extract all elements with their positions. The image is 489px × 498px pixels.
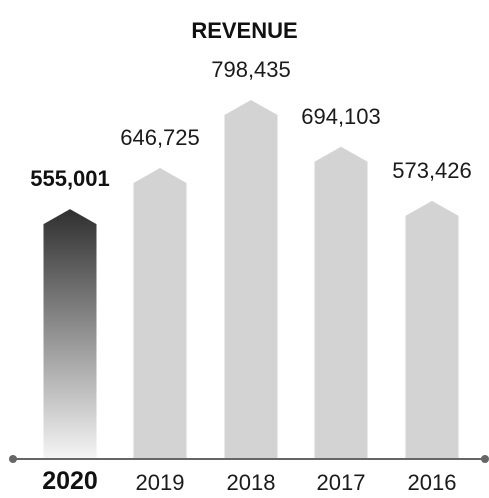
bar-2017 bbox=[314, 146, 368, 458]
category-label-2016: 2016 bbox=[408, 470, 457, 495]
bar-2018 bbox=[224, 100, 278, 458]
labels-group: 555,001 2020 646,725 2019 798,435 2018 694,103… bbox=[30, 57, 472, 495]
category-label-2020: 2020 bbox=[42, 467, 98, 495]
bar-2020 bbox=[43, 209, 97, 458]
value-label-2020: 555,001 bbox=[30, 166, 110, 191]
value-label-2017: 694,103 bbox=[301, 104, 381, 129]
bar-2019 bbox=[133, 168, 187, 458]
chart-title: REVENUE bbox=[191, 18, 297, 43]
x-axis-right-end bbox=[481, 455, 489, 463]
x-axis-left-end bbox=[9, 455, 17, 463]
category-label-2017: 2017 bbox=[317, 470, 366, 495]
value-label-2019: 646,725 bbox=[120, 125, 200, 150]
bars-group bbox=[43, 100, 459, 458]
category-label-2019: 2019 bbox=[136, 470, 185, 495]
value-label-2016: 573,426 bbox=[392, 158, 472, 183]
bar-2016 bbox=[405, 200, 459, 458]
value-label-2018: 798,435 bbox=[211, 57, 291, 82]
category-label-2018: 2018 bbox=[227, 470, 276, 495]
